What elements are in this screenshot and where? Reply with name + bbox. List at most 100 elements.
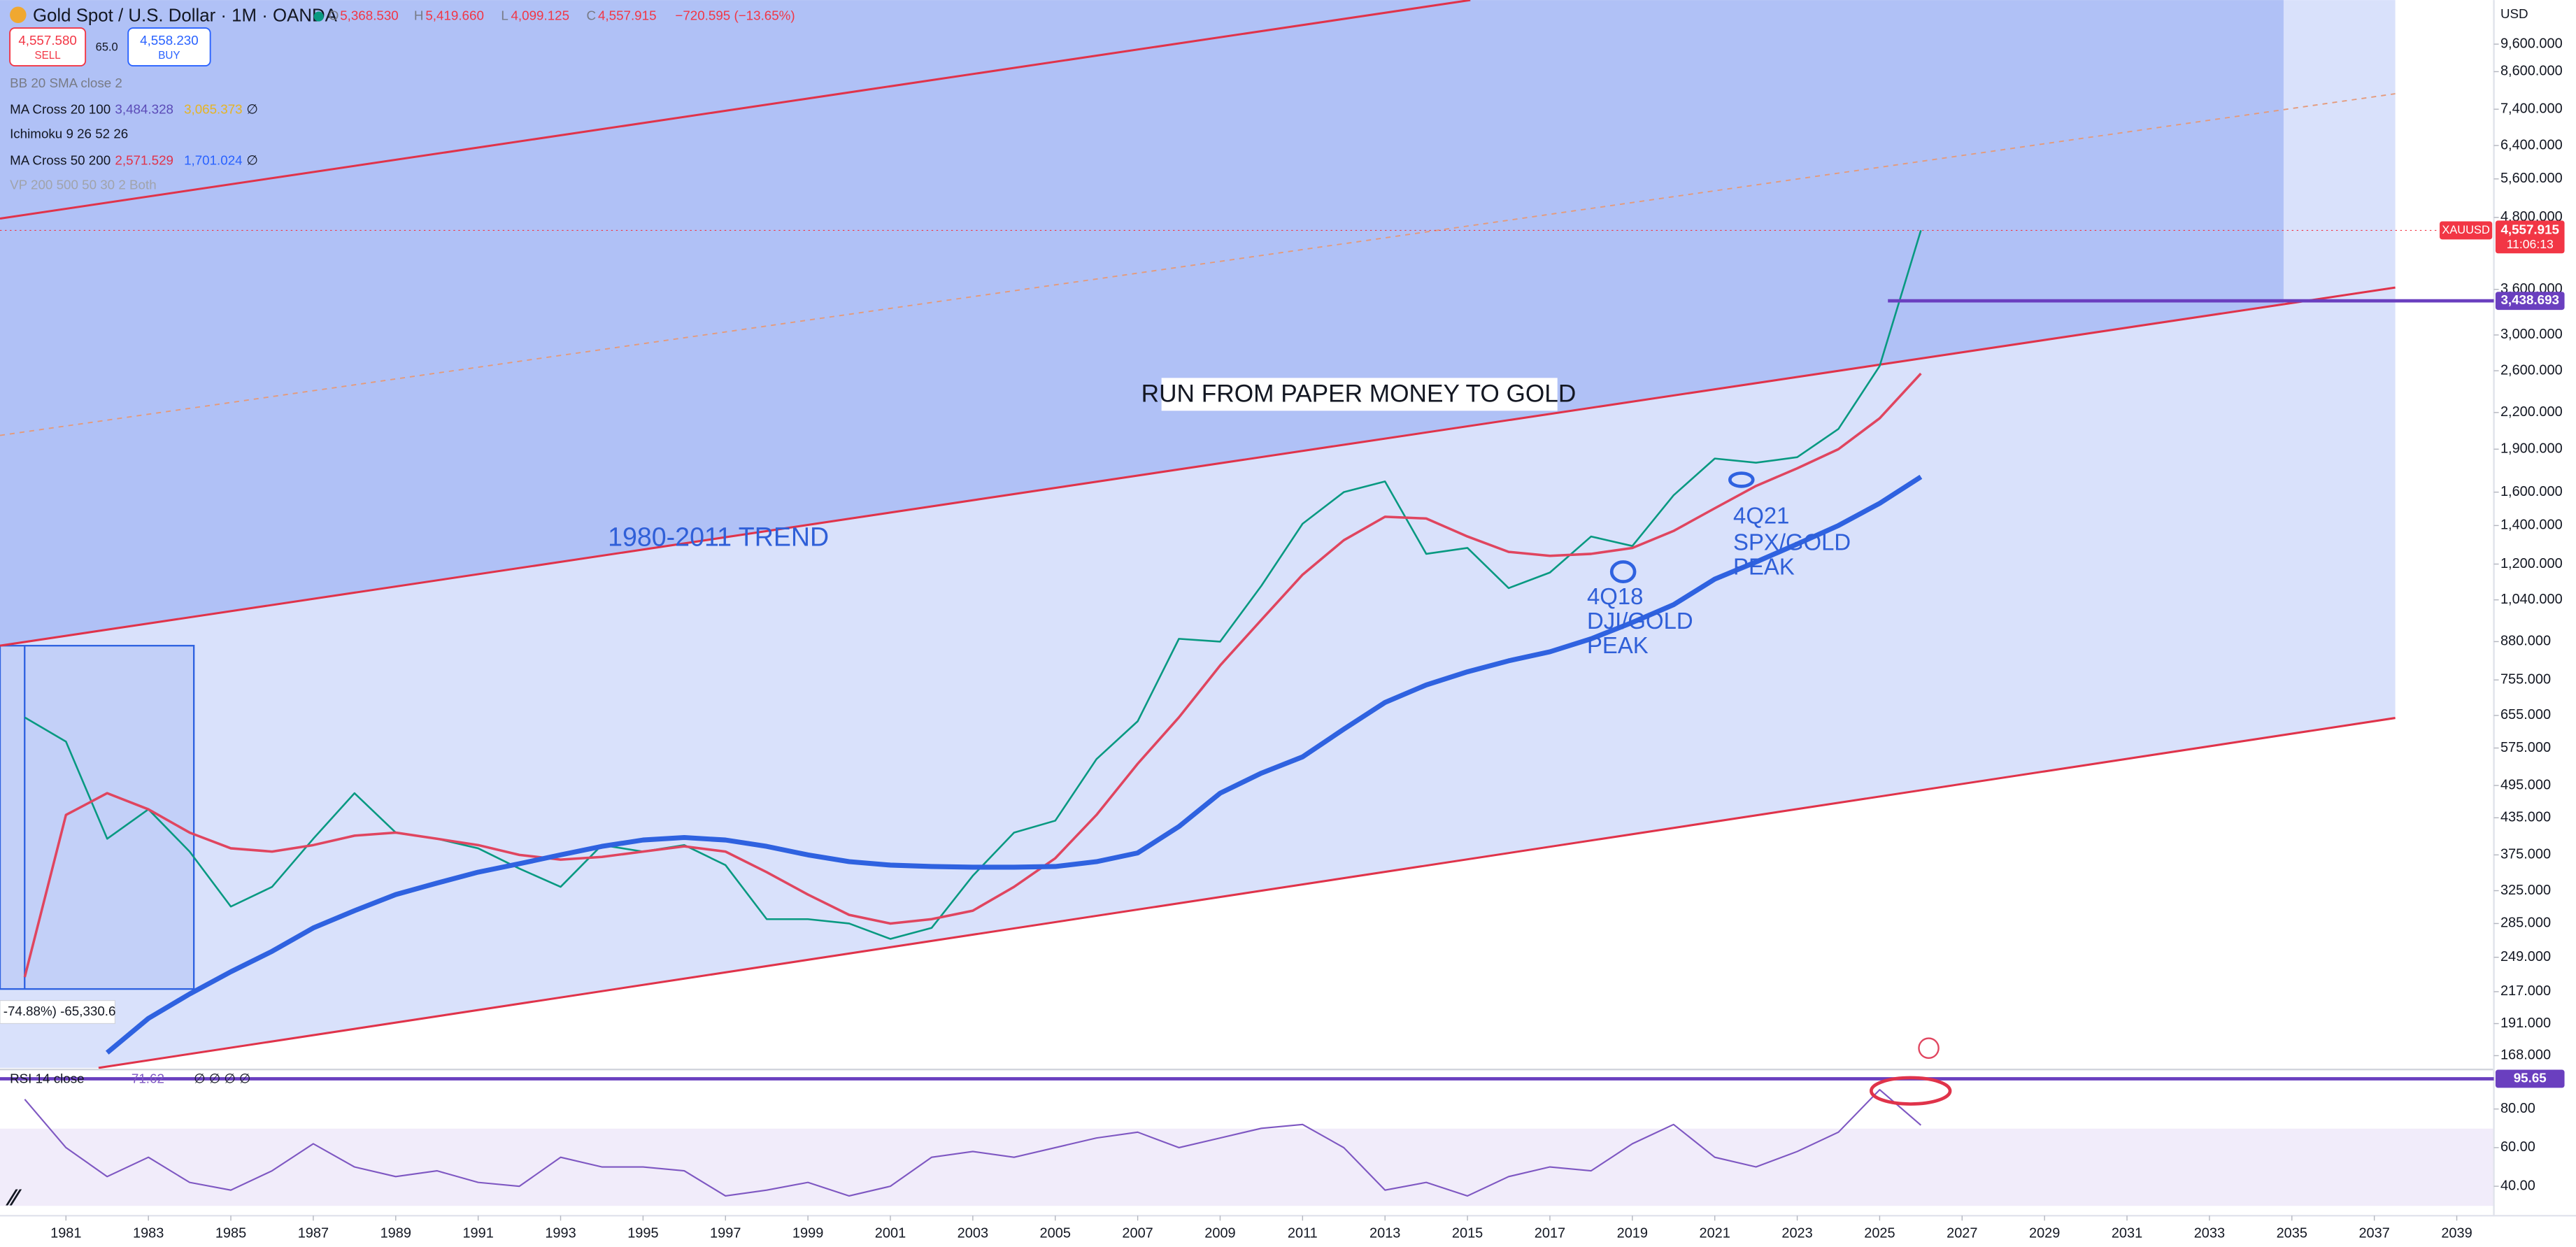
y-tick-label: 7,400.000 — [2500, 101, 2563, 116]
plots — [0, 229, 2494, 1197]
annotation: PEAK — [1733, 554, 1795, 580]
y-tick-label: 8,600.000 — [2500, 64, 2563, 79]
price-label: 3,438.693 — [2500, 292, 2559, 307]
y-tick-label: 191.000 — [2500, 1016, 2551, 1031]
channel-lower — [98, 717, 2396, 1069]
indicator-name[interactable]: Ichimoku 9 26 52 26 — [10, 127, 128, 141]
y-tick-label: 2,600.000 — [2500, 362, 2563, 378]
x-tick-label: 2009 — [1204, 1225, 1235, 1241]
x-tick-label: 1995 — [627, 1225, 658, 1241]
rsi-value: 71.62 — [131, 1071, 164, 1085]
indicator-name[interactable]: BB 20 SMA close 2 — [10, 76, 122, 90]
highlight-ellipse — [1728, 471, 1755, 488]
alert-icon[interactable] — [1918, 1037, 1940, 1059]
series-line — [23, 372, 1922, 978]
y-tick-label: 3,000.000 — [2500, 327, 2563, 342]
y-tick-label: 5,600.000 — [2500, 171, 2563, 186]
symbol-title[interactable]: Gold Spot / U.S. Dollar · 1M · OANDA — [33, 6, 338, 25]
price-label-box — [2495, 292, 2565, 311]
series-line — [105, 474, 1923, 1055]
x-tick-label: 2029 — [2029, 1225, 2060, 1241]
annotation-box — [1161, 378, 1558, 411]
y-tick-label: 217.000 — [2500, 983, 2551, 999]
y-tick-label: 1,600.000 — [2500, 484, 2563, 499]
x-tick-label: 2023 — [1781, 1225, 1812, 1241]
series-line — [24, 1089, 1922, 1197]
channel-middle — [0, 286, 2396, 647]
y-tick-label: 655.000 — [2500, 707, 2551, 722]
symbol-tag — [2440, 221, 2493, 240]
x-tick-label: 2003 — [958, 1225, 988, 1241]
annotation: 4Q21 — [1733, 503, 1789, 529]
spread: 65.0 — [96, 41, 118, 54]
x-tick-label: 2021 — [1699, 1225, 1730, 1241]
annotation: 1980-2011 TREND — [608, 522, 829, 551]
x-tick-label: 2035 — [2277, 1225, 2307, 1241]
x-tick-label: 2017 — [1535, 1225, 1565, 1241]
y-tick-label: 880.000 — [2500, 634, 2551, 649]
x-tick-label: 2031 — [2112, 1225, 2142, 1241]
rsi-name[interactable]: RSI 14 close — [10, 1071, 84, 1085]
x-tick-label: 2001 — [875, 1225, 906, 1241]
market-status — [313, 11, 324, 22]
y-tick-label: 60.00 — [2500, 1139, 2535, 1155]
y-tick-label: 2,200.000 — [2500, 404, 2563, 420]
y-tick-label: 1,900.000 — [2500, 441, 2563, 457]
indicator-value: ∅ — [246, 101, 257, 116]
price-label: 95.65 — [2514, 1070, 2547, 1085]
indicator-name[interactable]: MA Cross 50 200 — [10, 152, 111, 167]
symbol-tag-label: XAUUSD — [2442, 224, 2490, 236]
sell-label: SELL — [34, 50, 60, 62]
indicator-value: 3,484.328 — [115, 101, 173, 116]
x-tick-label: 1993 — [545, 1225, 576, 1241]
y-tick-label: 80.00 — [2500, 1101, 2535, 1116]
indicator-value: 2,571.529 — [115, 152, 173, 167]
pane — [0, 1077, 2494, 1197]
buy-button[interactable] — [127, 27, 211, 67]
x-tick-label: 1981 — [50, 1225, 81, 1241]
ohlc-value: 4,099.125 — [511, 8, 569, 23]
indicator-name[interactable]: VP 200 500 50 30 2 Both — [10, 177, 157, 192]
x-tick-label: 2027 — [1947, 1225, 1977, 1241]
y-tick-label: 40.00 — [2500, 1178, 2535, 1193]
indicator-value: 1,701.024 — [184, 152, 243, 167]
symbol-icon — [10, 6, 27, 23]
annotation: 4Q18 — [1587, 583, 1643, 609]
y-tick-label: 1,040.000 — [2500, 592, 2563, 607]
ohlc-label: O — [329, 8, 339, 23]
x-tick-label: 1997 — [710, 1225, 741, 1241]
rsi-extra: ∅ ∅ ∅ ∅ — [194, 1071, 250, 1085]
price-axis — [2493, 0, 2576, 1247]
sell-button[interactable] — [9, 27, 87, 67]
annotation: DJI/GOLD — [1587, 608, 1693, 634]
time-axis — [0, 1216, 2576, 1247]
indicator-name[interactable]: MA Cross 20 100 — [10, 101, 111, 116]
pane — [0, 229, 2494, 1055]
buy-label: BUY — [158, 50, 180, 62]
y-tick-label: 6,400.000 — [2500, 137, 2563, 152]
x-tick-label: 2033 — [2194, 1225, 2225, 1241]
y-tick-label: 325.000 — [2500, 883, 2551, 898]
annotation: PEAK — [1587, 632, 1649, 658]
x-tick-label: 1983 — [133, 1225, 164, 1241]
series-line — [24, 230, 1922, 940]
y-tick-label: 168.000 — [2500, 1048, 2551, 1063]
ohlc-value: 4,557.915 — [598, 8, 657, 23]
y-tick-label: 755.000 — [2500, 671, 2551, 687]
x-tick-label: 2011 — [1288, 1225, 1318, 1241]
ohlc-label: H — [414, 8, 424, 23]
last-price-box — [2495, 220, 2565, 254]
channel-upper — [0, 0, 1471, 220]
buy-price: 4,558.230 — [140, 33, 199, 48]
measure-label-box — [0, 999, 116, 1025]
x-tick-label: 2007 — [1122, 1225, 1153, 1241]
x-tick-label: 1989 — [380, 1225, 411, 1241]
price-label-box — [2495, 1069, 2565, 1088]
highlight-ellipse — [1869, 1076, 1952, 1106]
measure-label: -74.88%) -65,330.6 — [3, 1004, 116, 1018]
x-tick-label: 1987 — [298, 1225, 329, 1241]
y-tick-label: 375.000 — [2500, 847, 2551, 862]
highlight-ellipse — [1609, 560, 1637, 583]
